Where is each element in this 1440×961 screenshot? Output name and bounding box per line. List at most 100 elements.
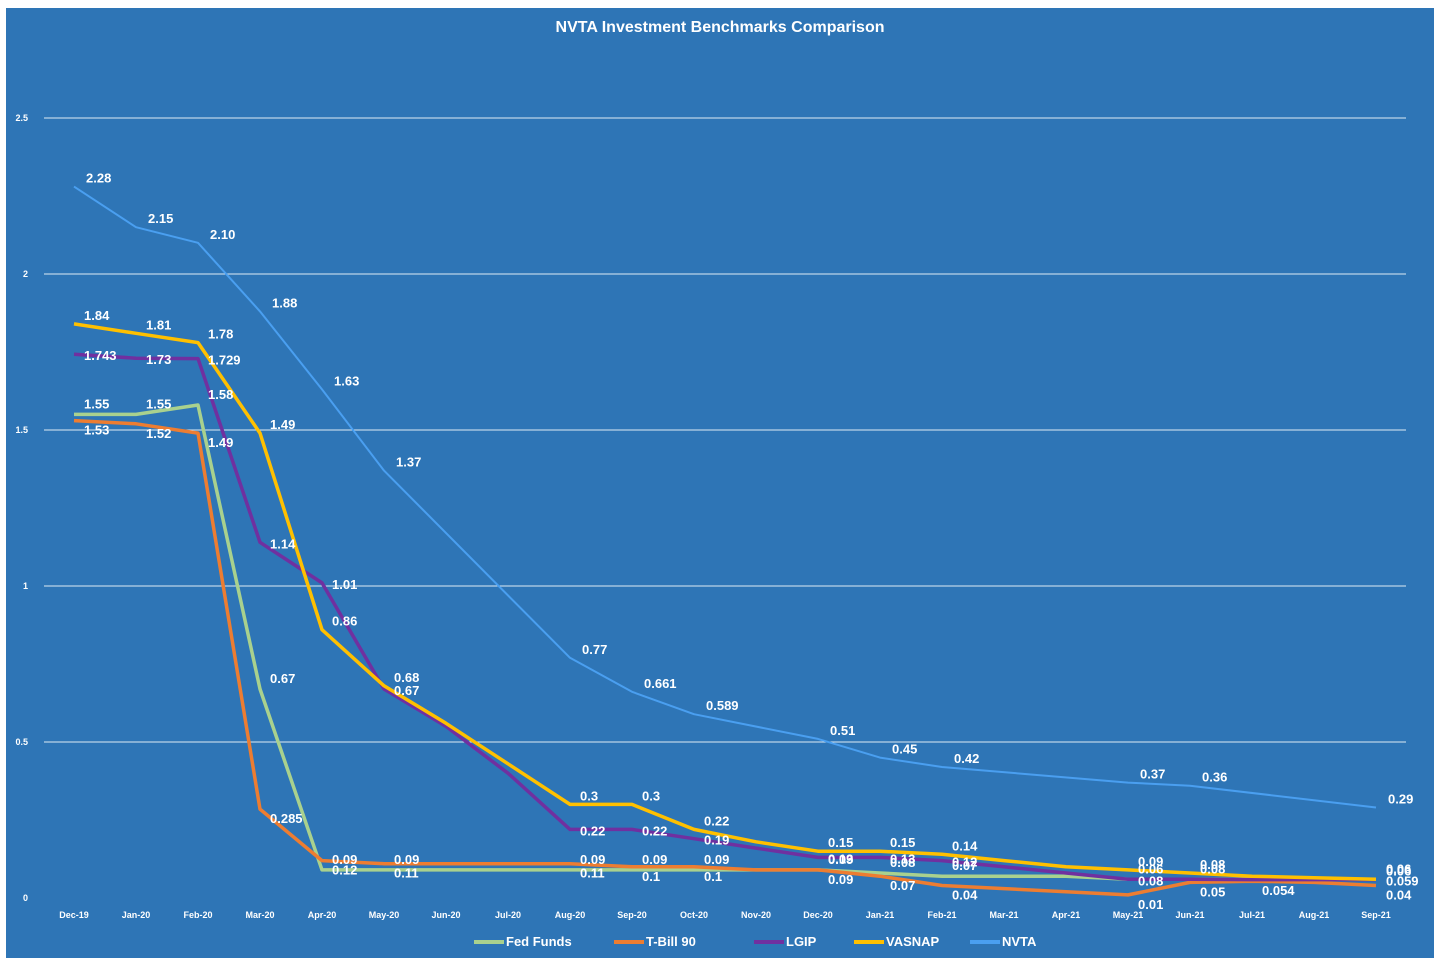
data-label: 0.13: [828, 851, 853, 866]
x-tick-label: Jun-20: [431, 910, 460, 920]
data-label: 0.09: [828, 872, 853, 887]
data-label: 0.15: [890, 835, 915, 850]
data-label: 0.05: [1200, 884, 1225, 899]
y-tick-label: 1: [23, 581, 28, 591]
x-tick-label: Jun-21: [1175, 910, 1204, 920]
data-label: 1.84: [84, 308, 110, 323]
data-label: 0.04: [952, 888, 978, 903]
y-axis-ticks: 0 0.5 1 1.5 2 2.5: [15, 113, 28, 903]
data-label: 0.12: [952, 855, 977, 870]
data-label: 1.88: [272, 295, 297, 310]
data-label: 1.49: [270, 417, 295, 432]
data-label: 2.28: [86, 171, 111, 186]
x-tick-label: May-21: [1113, 910, 1144, 920]
data-label: 0.07: [890, 878, 915, 893]
data-label: 0.01: [1138, 897, 1163, 912]
x-tick-label: Aug-21: [1299, 910, 1330, 920]
data-label: 0.19: [704, 833, 729, 848]
series-line-nvta: [73, 185, 1377, 809]
x-tick-label: Apr-21: [1052, 910, 1081, 920]
data-label: 0.08: [890, 855, 915, 870]
series-lines: [73, 185, 1377, 897]
x-tick-label: May-20: [369, 910, 400, 920]
data-label: 1.01: [332, 577, 357, 592]
data-label: 2.15: [148, 211, 173, 226]
data-label: 0.51: [830, 723, 855, 738]
y-tick-label: 1.5: [15, 425, 28, 435]
x-tick-label: Feb-21: [927, 910, 956, 920]
data-label: 1.37: [396, 455, 421, 470]
data-label: 1.53: [84, 423, 109, 438]
data-label: 0.13: [890, 851, 915, 866]
y-tick-label: 2.5: [15, 113, 28, 123]
data-label: 0.589: [706, 698, 739, 713]
data-label: 2.10: [210, 227, 235, 242]
x-tick-label: Oct-20: [680, 910, 708, 920]
data-label: 0.054: [1262, 883, 1295, 898]
data-label: 0.15: [828, 835, 853, 850]
data-label: 1.743: [84, 348, 117, 363]
legend-entry: NVTA: [1002, 934, 1037, 949]
data-label: 0.09: [704, 852, 729, 867]
data-label: 1.729: [208, 353, 241, 368]
data-label: 1.78: [208, 327, 233, 342]
data-label: 0.11: [394, 866, 419, 881]
data-label: 0.04: [1386, 888, 1412, 903]
y-tick-label: 2: [23, 269, 28, 279]
data-label: 0.285: [270, 811, 303, 826]
series-line-lgip: [73, 352, 1376, 882]
x-tick-label: Aug-20: [555, 910, 586, 920]
data-label: 1.58: [208, 387, 233, 402]
legend: Fed Funds T-Bill 90 LGIP VASNAP NVTA: [474, 934, 1037, 949]
data-labels: 1.55 1.55 1.58 0.67 0.09 0.09 0.09 0.09 0.09 0.09…: [84, 171, 1419, 912]
data-label: 0.37: [1140, 767, 1165, 782]
x-tick-label: Jul-20: [495, 910, 521, 920]
data-label: 0.09: [394, 852, 419, 867]
x-axis-ticks: Dec-19 Jan-20 Feb-20 Mar-20 Apr-20 May-20 Jun-…: [59, 910, 1391, 920]
data-label: 0.1: [642, 869, 660, 884]
data-label: 0.42: [954, 751, 979, 766]
data-label: 0.3: [580, 788, 598, 803]
data-label: 1.14: [270, 536, 296, 551]
x-tick-label: Sep-21: [1361, 910, 1391, 920]
data-label: 0.059: [1386, 874, 1419, 889]
data-label: 1.63: [334, 373, 359, 388]
chart-title: NVTA Investment Benchmarks Comparison: [556, 19, 885, 36]
data-label: 0.1: [704, 869, 722, 884]
data-label: 0.36: [1202, 770, 1227, 785]
y-tick-label: 0.5: [15, 737, 28, 747]
data-label: 1.73: [146, 352, 171, 367]
data-label: 1.49: [208, 435, 233, 450]
data-label: 0.06: [1386, 863, 1411, 878]
data-label: 0.68: [394, 670, 419, 685]
data-label: 0.22: [580, 823, 605, 838]
data-label: 0.08: [1138, 873, 1163, 888]
data-label: 0.09: [1138, 854, 1163, 869]
x-tick-label: Sep-20: [617, 910, 647, 920]
data-label: 0.09: [580, 852, 605, 867]
x-tick-label: Mar-20: [245, 910, 274, 920]
data-label: 0.86: [332, 614, 357, 629]
x-tick-label: Jan-21: [866, 910, 895, 920]
x-tick-label: Jul-21: [1239, 910, 1265, 920]
legend-entry: LGIP: [786, 934, 817, 949]
x-tick-label: Nov-20: [741, 910, 771, 920]
legend-entry: VASNAP: [886, 934, 940, 949]
x-tick-label: Apr-20: [308, 910, 337, 920]
data-label: 0.09: [828, 852, 853, 867]
data-label: 0.77: [582, 642, 607, 657]
data-label: 0.06: [1138, 861, 1163, 876]
x-tick-label: Dec-20: [803, 910, 833, 920]
x-tick-label: Mar-21: [989, 910, 1018, 920]
data-label: 0.67: [394, 683, 419, 698]
data-label: 0.09: [642, 852, 667, 867]
data-label: 0.06: [1386, 861, 1411, 876]
x-tick-label: Jan-20: [122, 910, 151, 920]
data-label: 0.67: [270, 671, 295, 686]
data-label: 0.12: [332, 863, 357, 878]
legend-entry: T-Bill 90: [646, 934, 696, 949]
data-label: 1.55: [146, 396, 171, 411]
x-tick-label: Feb-20: [183, 910, 212, 920]
data-label: 0.45: [892, 742, 917, 757]
